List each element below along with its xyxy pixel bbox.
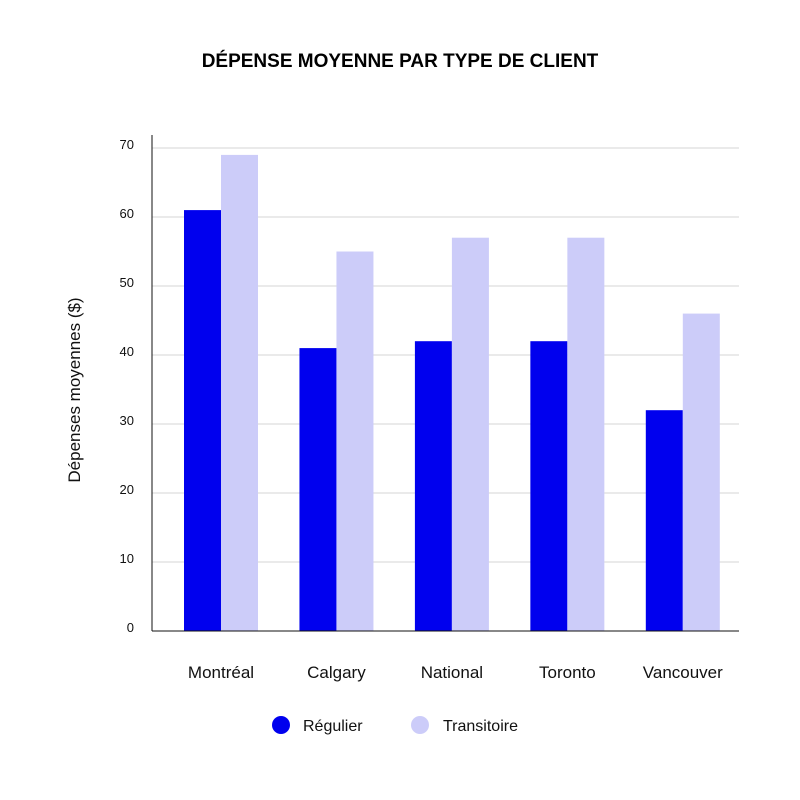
- chart-title: DÉPENSE MOYENNE PAR TYPE DE CLIENT: [202, 50, 599, 72]
- x-tick-label: Toronto: [539, 663, 596, 682]
- y-tick-label: 0: [127, 620, 134, 635]
- y-tick-label: 70: [120, 137, 134, 152]
- bar-regulier: [414, 341, 452, 631]
- y-axis-label: Dépenses moyennes ($): [65, 297, 84, 482]
- legend: Régulier Transitoire: [272, 716, 518, 735]
- x-tick-label: Calgary: [307, 663, 366, 682]
- y-tick-label: 10: [120, 551, 134, 566]
- y-tick-label: 50: [120, 275, 134, 290]
- x-tick-labels: Montréal Calgary National Toronto Vancouver: [188, 663, 723, 682]
- y-tick-label: 60: [120, 206, 134, 221]
- legend-label: Transitoire: [443, 718, 518, 735]
- bar-transitoire: [682, 313, 720, 631]
- x-tick-label: Montréal: [188, 663, 254, 682]
- y-tick-label: 20: [120, 482, 134, 497]
- y-tick-label: 40: [120, 344, 134, 359]
- x-tick-label: National: [421, 663, 483, 682]
- bar-regulier: [184, 210, 221, 631]
- legend-label: Régulier: [303, 718, 363, 735]
- bar-transitoire: [221, 154, 258, 631]
- bar-transitoire: [567, 237, 605, 631]
- bar-transitoire: [451, 237, 489, 631]
- legend-swatch: [272, 716, 290, 734]
- bars: [184, 154, 720, 631]
- bar-regulier: [299, 348, 337, 631]
- bar-transitoire: [336, 251, 374, 631]
- legend-swatch: [411, 716, 429, 734]
- y-ticks: 0 10 20 30 40 50 60 70: [120, 137, 134, 635]
- x-tick-label: Vancouver: [643, 663, 723, 682]
- y-tick-label: 30: [120, 413, 134, 428]
- bar-regulier: [530, 341, 568, 631]
- bar-regulier: [645, 410, 683, 631]
